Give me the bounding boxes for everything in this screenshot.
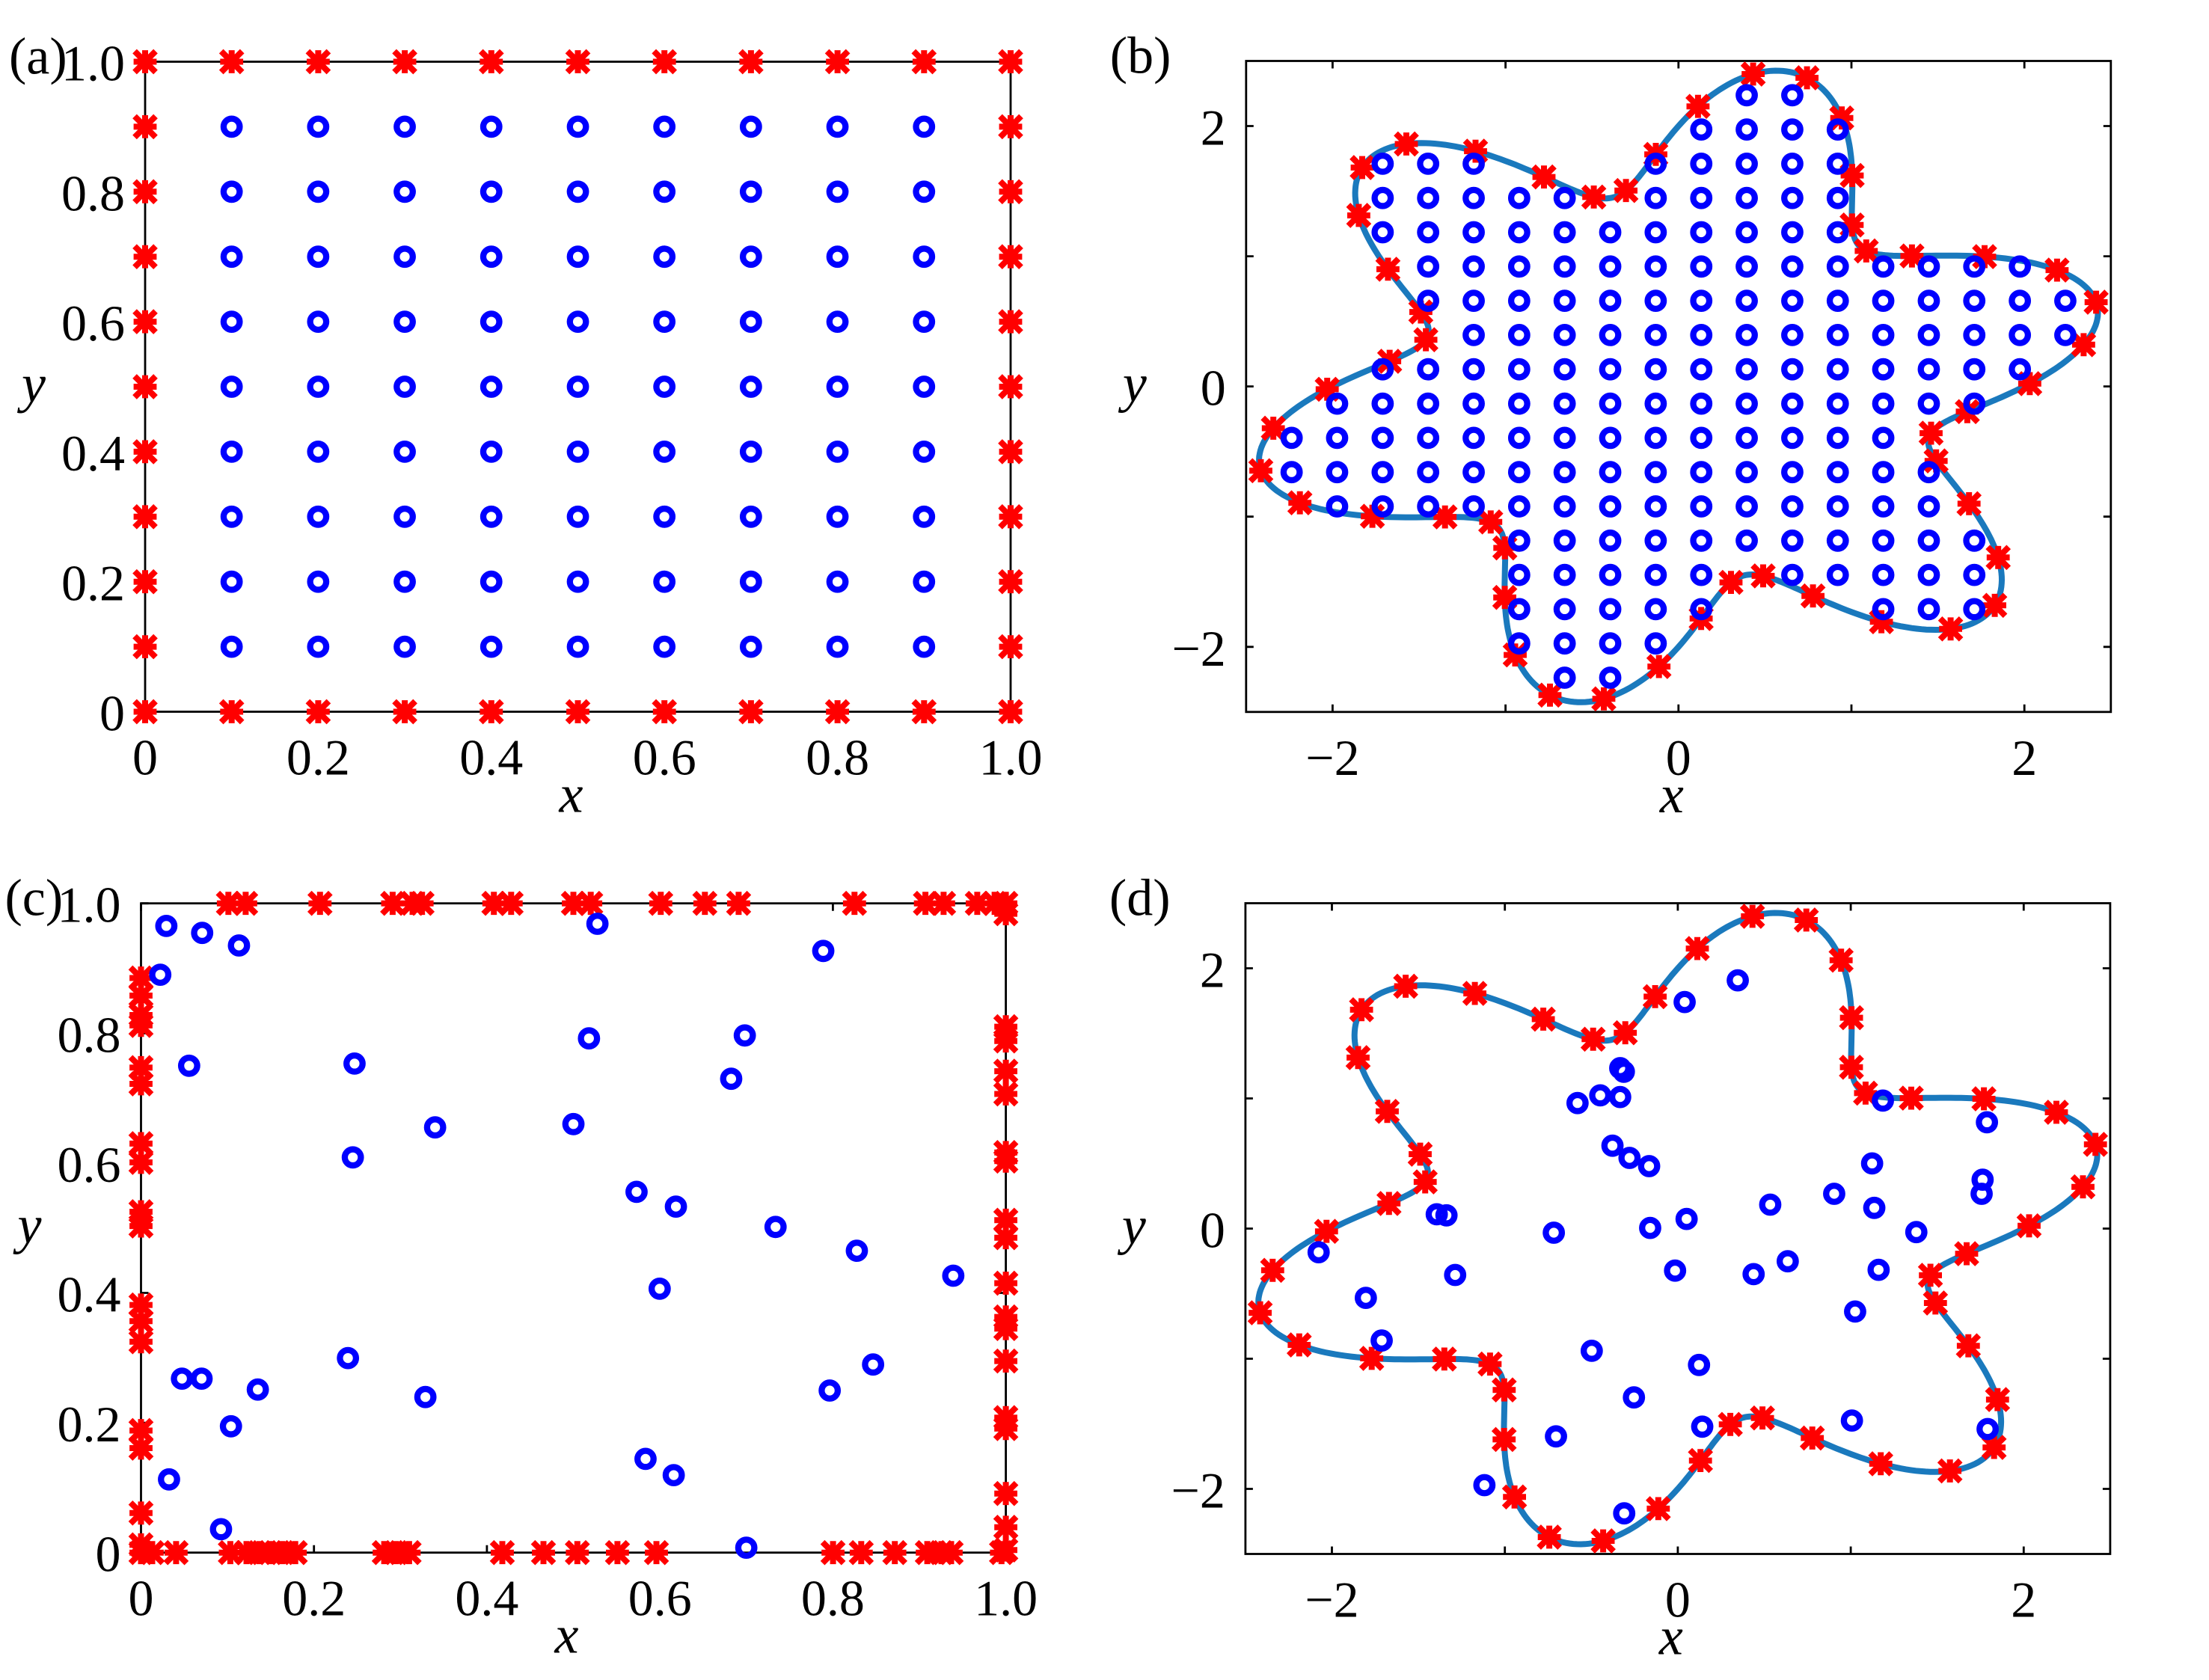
svg-text:−2: −2 xyxy=(1305,1572,1358,1628)
svg-text:0.6: 0.6 xyxy=(628,1570,692,1627)
svg-text:0.8: 0.8 xyxy=(61,165,125,221)
svg-text:0: 0 xyxy=(1200,1202,1225,1259)
svg-text:−2: −2 xyxy=(1171,1462,1225,1519)
svg-text:x: x xyxy=(1659,764,1684,824)
svg-text:2: 2 xyxy=(1200,942,1225,999)
svg-text:1.0: 1.0 xyxy=(974,1570,1038,1627)
svg-text:1.0: 1.0 xyxy=(61,35,125,92)
svg-text:y: y xyxy=(1117,1196,1146,1256)
svg-text:y: y xyxy=(13,1195,42,1255)
svg-text:0.2: 0.2 xyxy=(282,1570,346,1627)
svg-text:0.4: 0.4 xyxy=(459,729,523,786)
svg-text:0.6: 0.6 xyxy=(58,1136,121,1193)
svg-text:−2: −2 xyxy=(1305,729,1359,786)
svg-text:0.2: 0.2 xyxy=(58,1396,121,1453)
svg-text:0.6: 0.6 xyxy=(61,295,125,352)
svg-text:−2: −2 xyxy=(1171,620,1225,677)
svg-text:0.6: 0.6 xyxy=(633,729,696,786)
svg-text:0: 0 xyxy=(1666,729,1691,786)
svg-text:2: 2 xyxy=(1201,99,1226,156)
svg-text:0: 0 xyxy=(1665,1572,1691,1628)
svg-text:0.2: 0.2 xyxy=(61,555,125,612)
svg-text:0.8: 0.8 xyxy=(806,729,869,786)
svg-text:x: x xyxy=(559,764,583,824)
svg-text:y: y xyxy=(16,354,46,414)
svg-text:(a): (a) xyxy=(9,28,67,86)
svg-text:0.2: 0.2 xyxy=(287,729,350,786)
svg-text:(d): (d) xyxy=(1109,870,1171,928)
svg-text:0: 0 xyxy=(129,1570,154,1627)
svg-text:y: y xyxy=(1118,354,1147,414)
svg-text:0.4: 0.4 xyxy=(455,1570,518,1627)
svg-text:0.4: 0.4 xyxy=(61,425,125,482)
svg-text:(c): (c) xyxy=(5,870,64,928)
svg-text:1.0: 1.0 xyxy=(979,729,1043,786)
svg-text:0: 0 xyxy=(96,1526,121,1583)
svg-text:0.4: 0.4 xyxy=(58,1266,121,1323)
svg-text:0: 0 xyxy=(1201,360,1226,417)
svg-text:0: 0 xyxy=(99,685,125,742)
svg-text:0.8: 0.8 xyxy=(801,1570,865,1627)
svg-text:x: x xyxy=(554,1605,579,1665)
svg-text:2: 2 xyxy=(2012,729,2037,786)
svg-text:0.8: 0.8 xyxy=(58,1006,121,1063)
svg-text:(b): (b) xyxy=(1110,28,1171,85)
svg-text:0: 0 xyxy=(132,729,158,786)
svg-text:2: 2 xyxy=(2011,1572,2036,1628)
svg-text:1.0: 1.0 xyxy=(58,877,121,933)
svg-text:x: x xyxy=(1658,1607,1683,1667)
